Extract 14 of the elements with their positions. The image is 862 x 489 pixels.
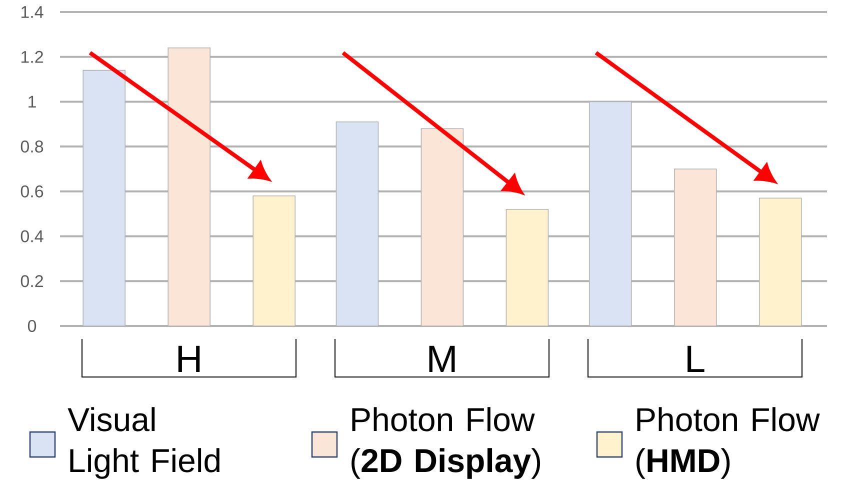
- y-tick-label: 1.2: [21, 50, 43, 63]
- y-tick-label: 1: [28, 96, 36, 108]
- y-tick-label: 0.6: [20, 185, 44, 198]
- legend-label: Photon Flow (2D Display): [352, 407, 540, 479]
- y-tick-label: 1.4: [21, 6, 44, 18]
- legend-label: Photon Flow (HMD): [636, 407, 820, 479]
- y-tick-label: 0.4: [20, 230, 44, 242]
- y-tick-label: 0.2: [20, 275, 43, 288]
- legend-label: Visual Light Field: [68, 407, 220, 479]
- y-tick-label: 0.8: [20, 140, 44, 153]
- y-tick-label: 0: [28, 320, 36, 332]
- x-tick-label: L: [688, 346, 704, 372]
- x-tick-label: H: [178, 346, 200, 372]
- x-tick-label: M: [429, 346, 455, 372]
